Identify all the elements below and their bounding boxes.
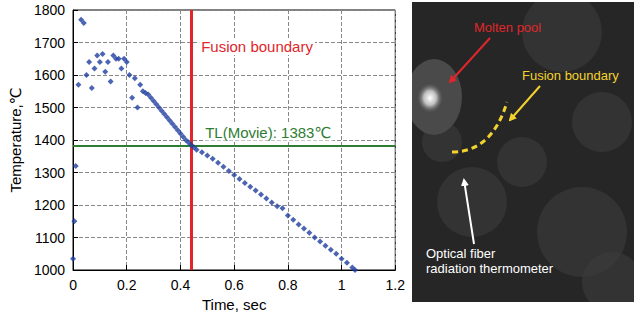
svg-text:Optical fiberradiation thermom: Optical fiberradiation thermometer (426, 246, 554, 276)
svg-text:0.4: 0.4 (171, 277, 191, 293)
svg-text:1200: 1200 (34, 197, 65, 213)
svg-text:TL(Movie): 1383℃: TL(Movie): 1383℃ (205, 124, 331, 141)
svg-text:Time, sec: Time, sec (202, 296, 267, 313)
svg-text:Fusion boundary: Fusion boundary (522, 68, 619, 83)
svg-text:1: 1 (338, 277, 346, 293)
svg-text:1400: 1400 (34, 132, 65, 148)
svg-text:0.2: 0.2 (117, 277, 137, 293)
svg-text:0.8: 0.8 (278, 277, 298, 293)
svg-text:0.6: 0.6 (224, 277, 244, 293)
svg-text:Molten pool: Molten pool (474, 20, 541, 35)
svg-text:1800: 1800 (34, 2, 65, 18)
svg-text:Fusion boundary: Fusion boundary (201, 38, 313, 55)
svg-text:1500: 1500 (34, 100, 65, 116)
svg-text:1300: 1300 (34, 165, 65, 181)
svg-text:Temperature,℃: Temperature,℃ (7, 87, 24, 192)
svg-text:1600: 1600 (34, 67, 65, 83)
svg-text:1700: 1700 (34, 35, 65, 51)
svg-text:1000: 1000 (34, 262, 65, 278)
svg-text:1.2: 1.2 (386, 277, 406, 293)
svg-text:1100: 1100 (35, 230, 65, 246)
svg-text:0: 0 (69, 277, 77, 293)
